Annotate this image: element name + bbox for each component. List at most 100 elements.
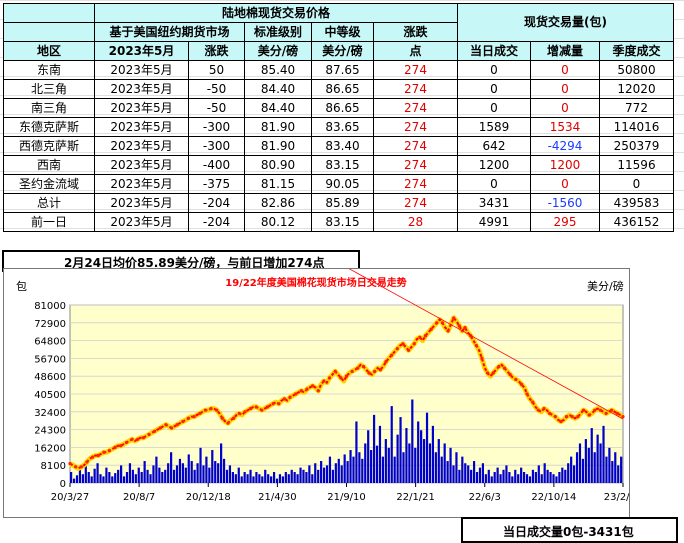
volume-bar — [428, 443, 432, 483]
volume-bar — [161, 472, 164, 483]
cell-region: 东南 — [3, 60, 95, 80]
volume-bar — [396, 434, 399, 483]
table-row: 东德克萨斯 2023年5月 -300 81.90 83.65 274 1589 1534 114… — [3, 117, 674, 137]
cell-delta: 0 — [530, 98, 600, 118]
volume-bar — [449, 447, 452, 483]
cell-change: -375 — [188, 174, 245, 194]
table-row: 总计 2023年5月 -204 82.86 85.89 274 3431 -1560 43958… — [3, 193, 674, 213]
cell-region: 前一日 — [3, 212, 95, 232]
volume-bar — [528, 476, 532, 483]
cell-season: 114016 — [599, 117, 674, 137]
cell-std: 80.90 — [244, 155, 312, 175]
cell-season: 436152 — [599, 212, 674, 232]
table-row: 前一日 2023年5月 -204 80.12 83.15 28 4991 295 436152 — [3, 212, 674, 232]
price-point — [598, 408, 603, 412]
volume-bar — [561, 467, 564, 483]
volume-bar — [505, 465, 508, 483]
cell-std: 82.86 — [244, 193, 312, 213]
volume-bar — [452, 465, 455, 483]
volume-bar — [446, 461, 449, 483]
volume-bar — [328, 456, 332, 483]
x-tick: 20/8/7 — [123, 492, 155, 503]
volume-bar — [478, 467, 482, 483]
cell-change: 50 — [188, 60, 245, 80]
cell-region: 北三角 — [3, 79, 95, 99]
price-point — [79, 465, 83, 469]
volume-bar — [152, 465, 155, 483]
volume-bar — [352, 456, 355, 483]
table-row: 西南 2023年5月 -400 80.90 83.15 274 1200 1200 11596 — [3, 155, 674, 175]
volume-bar — [549, 472, 552, 483]
price-point — [254, 405, 258, 409]
cell-change: -204 — [188, 193, 245, 213]
volume-bar — [287, 474, 290, 483]
volume-bar — [220, 443, 223, 483]
price-point — [322, 379, 326, 383]
price-point — [423, 334, 428, 338]
volume-bar — [411, 399, 414, 483]
price-point — [480, 356, 484, 360]
price-point — [502, 366, 507, 370]
price-point — [339, 376, 343, 380]
cell-today: 1200 — [457, 155, 531, 175]
cell-change: -400 — [188, 155, 245, 175]
volume-bar — [222, 458, 226, 483]
price-point — [452, 316, 456, 320]
y-left-tick: 24300 — [34, 426, 66, 437]
cell-std: 84.40 — [244, 79, 312, 99]
price-point — [164, 423, 168, 427]
cell-std: 81.90 — [244, 117, 312, 137]
volume-bar — [605, 456, 608, 483]
volume-bar — [164, 469, 167, 483]
volume-bar — [593, 452, 596, 483]
volume-bar — [240, 476, 243, 483]
y-right-label: 美分/磅 — [587, 279, 624, 293]
volume-bar — [90, 476, 93, 483]
volume-bar — [381, 456, 385, 483]
price-point — [508, 372, 512, 377]
y-left-tick: 48600 — [34, 372, 66, 383]
volume-bar — [305, 472, 308, 483]
volume-bar — [125, 472, 129, 483]
volume-bar — [120, 465, 123, 483]
price-point — [294, 392, 298, 396]
volume-bar — [322, 467, 326, 483]
volume-bar — [543, 463, 546, 483]
volume-bar — [184, 467, 187, 483]
price-point — [215, 408, 219, 412]
volume-bar — [70, 472, 73, 483]
volume-bar — [137, 467, 140, 483]
cell-std: 80.12 — [244, 212, 312, 232]
price-point — [564, 415, 569, 419]
y-left-tick: 8100 — [41, 461, 66, 472]
cell-std: 85.40 — [244, 60, 312, 80]
price-point — [141, 436, 145, 440]
price-point — [361, 364, 366, 369]
cell-pts: 274 — [373, 98, 458, 118]
table-row: 北三角 2023年5月 -50 84.40 86.65 274 0 0 12020 — [3, 79, 674, 99]
col-season: 季度成交 — [599, 41, 674, 61]
cell-pts: 274 — [373, 136, 458, 156]
cell-today: 1589 — [457, 117, 531, 137]
col-today: 当日成交 — [457, 41, 531, 61]
cell-month: 2023年5月 — [94, 98, 189, 118]
volume-bar — [596, 434, 599, 483]
cell-std: 81.15 — [244, 174, 312, 194]
volume-bar — [237, 467, 240, 483]
volume-bar — [205, 456, 208, 483]
col-std-price: 美分/磅 — [244, 41, 312, 61]
volume-bar — [270, 476, 273, 483]
volume-bar — [461, 456, 464, 483]
cell-season: 250379 — [599, 136, 674, 156]
volume-bar — [114, 473, 117, 483]
chart-title: 19/22年度美国棉花现货市场日交易走势 — [225, 276, 406, 289]
volume-bar — [467, 465, 470, 483]
volume-bar — [537, 465, 540, 483]
volume-bar — [202, 465, 205, 483]
subhead-change-top: 涨跌 — [373, 22, 458, 42]
volume-bar — [225, 469, 229, 483]
table-row: 圣约金流域 2023年5月 -375 81.15 90.05 274 0 0 0 — [3, 174, 674, 194]
price-point — [158, 426, 162, 430]
cell-today: 4991 — [457, 212, 531, 232]
price-point — [531, 400, 535, 404]
